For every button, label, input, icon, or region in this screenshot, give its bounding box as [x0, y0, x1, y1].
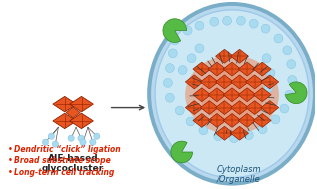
Polygon shape — [216, 126, 233, 140]
Circle shape — [186, 117, 195, 126]
Circle shape — [175, 106, 184, 115]
Ellipse shape — [155, 10, 309, 178]
Circle shape — [261, 24, 270, 33]
Polygon shape — [231, 126, 249, 140]
Polygon shape — [193, 114, 211, 127]
Circle shape — [244, 131, 253, 140]
Ellipse shape — [147, 2, 317, 186]
Wedge shape — [163, 19, 187, 43]
Text: •: • — [8, 168, 16, 177]
Circle shape — [68, 135, 74, 141]
Polygon shape — [200, 75, 218, 89]
Polygon shape — [216, 101, 233, 115]
Circle shape — [94, 133, 100, 139]
Polygon shape — [253, 88, 271, 102]
Polygon shape — [216, 75, 233, 89]
Circle shape — [287, 60, 296, 69]
Ellipse shape — [185, 55, 279, 134]
Polygon shape — [231, 75, 249, 89]
Circle shape — [187, 54, 196, 63]
Circle shape — [183, 26, 192, 35]
Circle shape — [230, 134, 238, 143]
Circle shape — [178, 66, 187, 74]
Polygon shape — [238, 88, 256, 102]
Wedge shape — [286, 82, 307, 104]
Circle shape — [271, 115, 280, 124]
Polygon shape — [253, 114, 271, 127]
Circle shape — [266, 69, 275, 77]
Text: AIE-based
glycocluster: AIE-based glycocluster — [42, 154, 104, 173]
Circle shape — [274, 34, 283, 43]
Text: Broad substrate scope: Broad substrate scope — [14, 156, 111, 165]
Polygon shape — [253, 62, 271, 76]
Text: Long-term cell tracking: Long-term cell tracking — [14, 168, 114, 177]
Polygon shape — [193, 62, 211, 76]
Circle shape — [223, 16, 231, 25]
Ellipse shape — [151, 6, 313, 182]
Wedge shape — [171, 141, 192, 163]
Circle shape — [283, 46, 292, 55]
Circle shape — [280, 104, 289, 113]
Circle shape — [78, 135, 84, 141]
Circle shape — [90, 139, 96, 145]
Polygon shape — [200, 101, 218, 115]
Circle shape — [210, 17, 219, 26]
Polygon shape — [208, 114, 226, 127]
Circle shape — [165, 64, 174, 73]
Polygon shape — [238, 62, 256, 76]
Polygon shape — [261, 101, 279, 115]
Circle shape — [262, 54, 271, 63]
Circle shape — [258, 125, 267, 134]
Polygon shape — [185, 101, 203, 115]
Circle shape — [249, 19, 258, 28]
Polygon shape — [238, 114, 256, 127]
Polygon shape — [261, 75, 279, 89]
Circle shape — [195, 44, 204, 53]
Polygon shape — [223, 114, 241, 127]
Circle shape — [48, 133, 55, 139]
Text: •: • — [8, 156, 16, 165]
Polygon shape — [231, 101, 249, 115]
Circle shape — [168, 49, 177, 58]
Polygon shape — [70, 113, 94, 129]
Circle shape — [264, 83, 273, 92]
Circle shape — [164, 78, 172, 87]
Text: Dendritic “click” ligation: Dendritic “click” ligation — [14, 145, 120, 153]
Polygon shape — [53, 96, 77, 112]
Polygon shape — [193, 88, 211, 102]
Text: Cytoplasm
/Organelle: Cytoplasm /Organelle — [217, 165, 261, 184]
Circle shape — [285, 90, 294, 99]
Text: •: • — [8, 145, 16, 153]
Polygon shape — [53, 113, 77, 129]
Circle shape — [199, 126, 208, 135]
Circle shape — [288, 75, 297, 84]
Polygon shape — [246, 75, 263, 89]
Circle shape — [42, 139, 49, 145]
Circle shape — [80, 139, 86, 145]
Circle shape — [165, 93, 174, 102]
Polygon shape — [66, 107, 80, 118]
Ellipse shape — [200, 68, 264, 122]
Circle shape — [236, 16, 245, 25]
Polygon shape — [208, 62, 226, 76]
Polygon shape — [223, 62, 241, 76]
Polygon shape — [216, 49, 233, 63]
Polygon shape — [223, 88, 241, 102]
Circle shape — [52, 141, 59, 147]
Circle shape — [214, 132, 223, 141]
Circle shape — [195, 21, 204, 30]
Circle shape — [170, 36, 179, 45]
Polygon shape — [185, 75, 203, 89]
Polygon shape — [208, 88, 226, 102]
Polygon shape — [246, 101, 263, 115]
Polygon shape — [231, 49, 249, 63]
Polygon shape — [70, 96, 94, 112]
